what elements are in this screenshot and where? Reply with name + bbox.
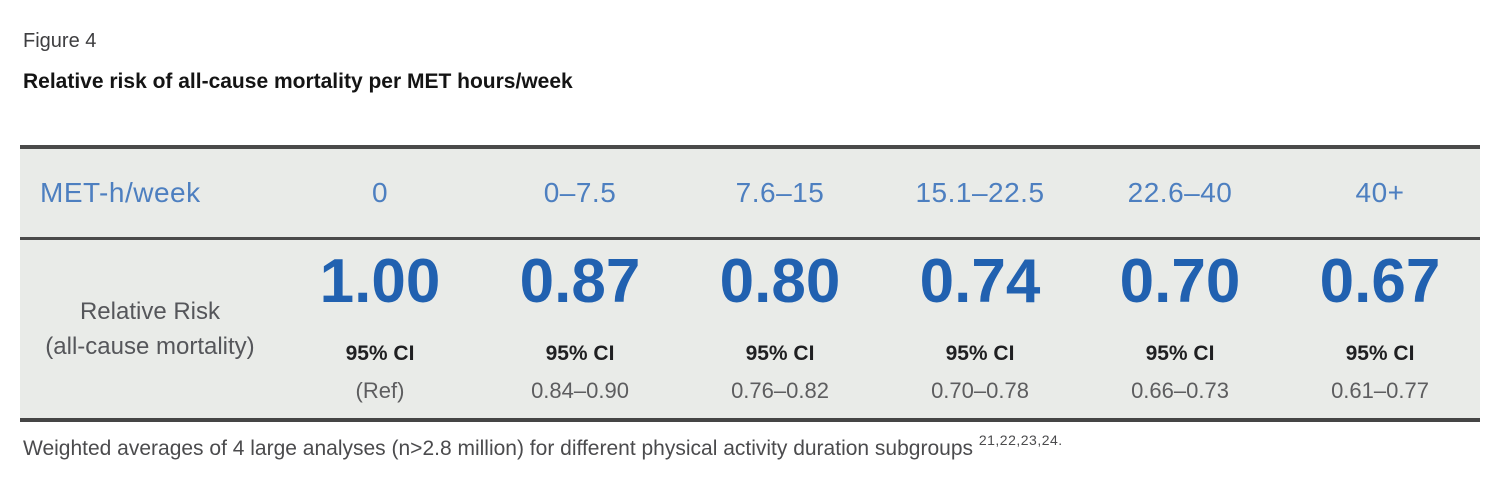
ci-range: 0.61–0.77 xyxy=(1331,378,1429,403)
footnote: Weighted averages of 4 large analyses (n… xyxy=(23,432,1063,461)
ci-label: 95% CI xyxy=(345,342,415,365)
ci-range: 0.76–0.82 xyxy=(731,378,829,403)
value-cell-1: 0.87 95% CI 0.84–0.90 xyxy=(480,240,680,418)
ci-range: 0.84–0.90 xyxy=(531,378,629,403)
ci-label: 95% CI xyxy=(545,342,615,365)
value-cell-4: 0.70 95% CI 0.66–0.73 xyxy=(1080,240,1280,418)
value-cell-5: 0.67 95% CI 0.61–0.77 xyxy=(1280,240,1480,418)
relative-risk-value: 0.67 xyxy=(1319,247,1441,316)
header-col-1: 0–7.5 xyxy=(543,177,617,208)
value-cell-3: 0.74 95% CI 0.70–0.78 xyxy=(880,240,1080,418)
ci-label: 95% CI xyxy=(1145,342,1215,365)
relative-risk-value: 0.87 xyxy=(519,247,641,316)
relative-risk-value: 0.74 xyxy=(919,247,1041,316)
ci-range: 0.70–0.78 xyxy=(931,378,1029,403)
footnote-references: 21,22,23,24. xyxy=(978,432,1063,448)
relative-risk-table: MET-h/week 0 0–7.5 7.6–15 15.1–22.5 22.6… xyxy=(20,145,1480,422)
table-body-row: Relative Risk (all-cause mortality) 1.00… xyxy=(20,240,1480,418)
row-label-line2: (all-cause mortality) xyxy=(45,333,255,360)
row-label-line1: Relative Risk xyxy=(79,298,221,325)
ci-range: 0.66–0.73 xyxy=(1131,378,1229,403)
ci-label: 95% CI xyxy=(1345,342,1415,365)
relative-risk-value: 1.00 xyxy=(319,247,441,316)
header-col-4: 22.6–40 xyxy=(1127,177,1233,208)
header-col-2: 7.6–15 xyxy=(735,177,825,208)
value-cell-0: 1.00 95% CI (Ref) xyxy=(280,240,480,418)
figure-label: Figure 4 xyxy=(23,30,97,52)
value-cell-2: 0.80 95% CI 0.76–0.82 xyxy=(680,240,880,418)
footnote-text: Weighted averages of 4 large analyses (n… xyxy=(23,437,979,460)
row-label: Relative Risk (all-cause mortality) xyxy=(20,294,280,364)
relative-risk-value: 0.70 xyxy=(1119,247,1241,316)
ci-label: 95% CI xyxy=(745,342,815,365)
header-col-5: 40+ xyxy=(1355,177,1405,208)
relative-risk-value: 0.80 xyxy=(719,247,841,316)
header-col-3: 15.1–22.5 xyxy=(915,177,1045,208)
ci-range: (Ref) xyxy=(355,378,405,403)
header-col-0: 0 xyxy=(371,177,389,208)
table-header-row: MET-h/week 0 0–7.5 7.6–15 15.1–22.5 22.6… xyxy=(20,149,1480,240)
ci-label: 95% CI xyxy=(945,342,1015,365)
figure-title: Relative risk of all-cause mortality per… xyxy=(23,70,573,93)
header-met-h-week: MET-h/week xyxy=(40,177,201,208)
